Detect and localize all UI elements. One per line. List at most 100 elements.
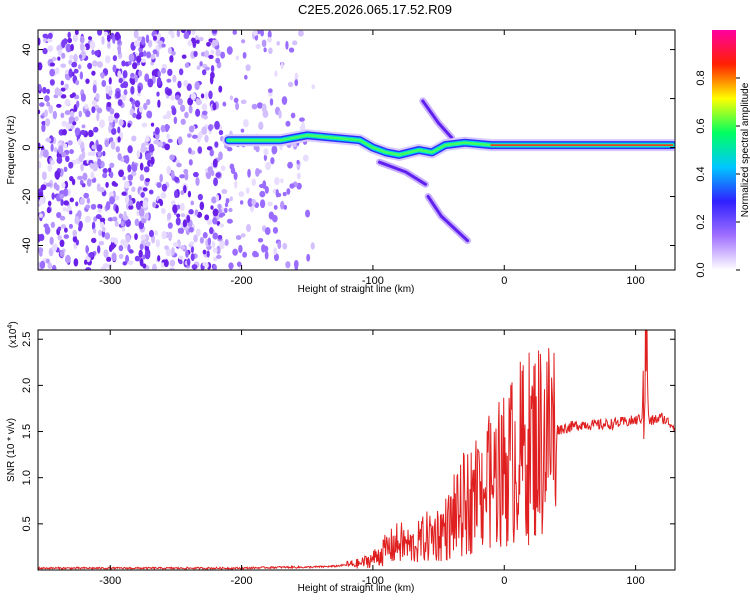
noise-speckle [58,91,63,97]
noise-speckle [152,49,158,55]
noise-speckle [63,188,69,197]
noise-speckle [265,161,271,171]
snr-y-tick-label: 0.5 [21,516,33,531]
noise-speckle [186,258,191,267]
spectrogram-x-tick-label: 0 [501,275,507,287]
noise-speckle [91,144,97,150]
spectrogram-y-tick-label: 0 [21,144,33,150]
noise-speckle [117,136,121,143]
noise-speckle [80,129,86,136]
colorbar: 0.0 0.2 0.4 0.6 0.8 Normalized spectral ampl… [695,30,750,278]
noise-speckle [83,259,88,265]
noise-speckle [47,262,53,269]
noise-speckle [100,265,107,270]
noise-speckle [305,209,311,218]
noise-speckle [140,36,146,45]
noise-speckle [188,159,193,166]
noise-speckle [60,63,67,68]
noise-speckle [112,34,116,44]
noise-speckle [187,97,194,106]
noise-speckle [45,182,52,187]
snr-y-tick-label: 1.0 [21,470,33,485]
noise-speckle [50,143,54,152]
noise-speckle [180,118,186,125]
noise-speckle [209,149,214,157]
noise-speckle [209,227,214,235]
noise-speckle [101,230,106,238]
noise-speckle [159,199,164,207]
noise-speckle [128,60,132,66]
noise-speckle [78,54,83,59]
noise-speckle [264,186,269,194]
noise-speckle [132,62,138,70]
noise-speckle [121,60,126,67]
noise-speckle [311,84,316,90]
noise-speckle [77,210,82,218]
colorbar-tick-label: 0.4 [695,166,707,181]
noise-speckle [112,55,118,62]
noise-speckle [268,88,273,93]
noise-speckle [47,32,53,40]
noise-speckle [43,38,47,43]
noise-speckle [221,188,228,195]
noise-speckle [167,68,173,77]
noise-speckle [247,198,254,207]
noise-speckle [226,218,233,224]
noise-speckle [177,98,183,106]
noise-speckle [103,31,108,37]
snr-x-tick-label: 100 [626,575,644,587]
snr-line [38,330,675,570]
noise-speckle [127,164,132,173]
noise-speckle [176,162,182,168]
noise-speckle [84,104,89,110]
noise-speckle [90,237,97,244]
noise-speckle [210,49,215,55]
noise-speckle [242,251,248,258]
noise-speckle [166,89,172,96]
chart-title: C2E5.2026.065.17.52.R09 [298,2,452,17]
noise-speckle [204,66,210,71]
noise-speckle [41,171,47,180]
noise-speckle [157,76,162,86]
noise-speckle [50,160,55,165]
noise-speckle [285,40,289,50]
noise-speckle [95,93,100,100]
noise-speckle [210,205,214,210]
noise-speckle [38,37,41,46]
noise-speckle [199,61,203,67]
noise-speckle [187,40,193,47]
noise-speckle [38,233,41,243]
noise-speckle [238,191,245,198]
noise-speckle [69,210,73,215]
noise-speckle [235,102,240,111]
noise-speckle [39,260,46,269]
noise-speckle [242,52,247,59]
noise-speckle [193,234,198,243]
noise-speckle [288,47,295,53]
noise-speckle [233,171,238,181]
noise-speckle [69,197,75,203]
noise-speckle [192,38,197,47]
noise-region [38,30,316,270]
noise-speckle [160,207,166,215]
noise-speckle [110,140,116,150]
noise-speckle [142,254,146,260]
noise-speckle [197,193,203,201]
noise-speckle [179,174,185,179]
noise-speckle [161,231,167,240]
snr-panel: -300 -200 -100 0 100 0.5 1.0 1.5 2.0 2.5 Height … [6,321,676,594]
spectrogram-y-tick-label: 40 [21,43,33,55]
noise-speckle [169,259,176,267]
noise-speckle [274,177,280,185]
noise-speckle [282,242,288,250]
noise-speckle [97,150,101,158]
spectrogram-x-tick-label: -200 [231,275,253,287]
noise-speckle [63,143,68,149]
noise-speckle [38,109,41,115]
colorbar-tick-label: 0.2 [695,214,707,229]
noise-speckle [195,39,200,44]
noise-speckle [44,118,51,127]
noise-speckle [240,99,247,105]
noise-speckle [229,95,234,101]
noise-speckle [173,189,179,199]
